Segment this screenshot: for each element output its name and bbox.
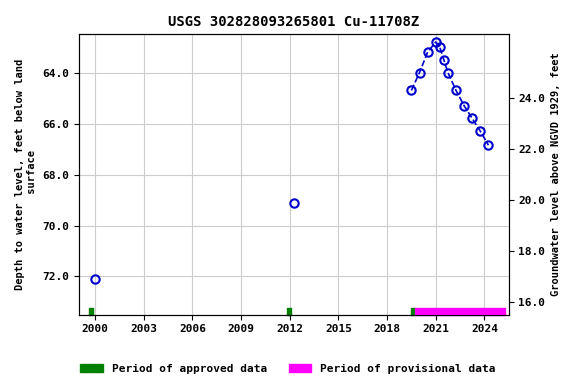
Legend: Period of approved data, Period of provisional data: Period of approved data, Period of provi… bbox=[76, 359, 500, 379]
Y-axis label: Groundwater level above NGVD 1929, feet: Groundwater level above NGVD 1929, feet bbox=[551, 53, 561, 296]
Title: USGS 302828093265801 Cu-11708Z: USGS 302828093265801 Cu-11708Z bbox=[168, 15, 419, 29]
Y-axis label: Depth to water level, feet below land
 surface: Depth to water level, feet below land su… bbox=[15, 59, 37, 290]
